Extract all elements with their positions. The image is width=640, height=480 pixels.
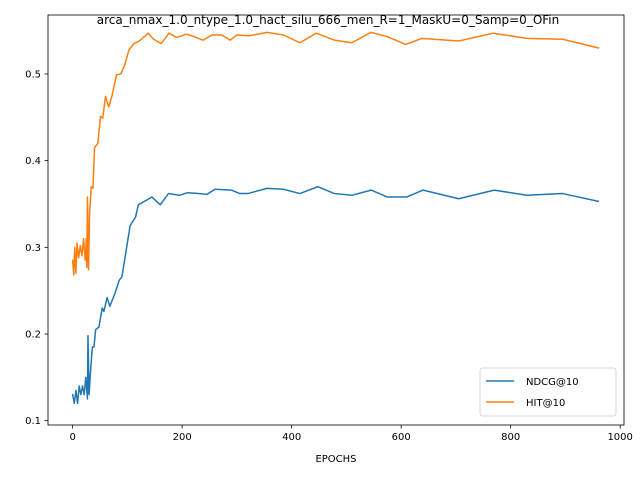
x-axis: 0 200 400 600 800 1000 (69, 425, 633, 443)
series-line-ndcg-10 (71, 185, 600, 405)
series-layer (71, 31, 600, 405)
chart-title: arca_nmax_1.0_ntype_1.0_hact_silu_666_me… (97, 13, 559, 27)
x-axis-label: EPOCHS (315, 454, 356, 465)
x-tick-label: 0 (69, 432, 75, 443)
x-tick-label: 400 (282, 432, 301, 443)
x-tick-label: 200 (173, 432, 192, 443)
x-tick-label: 1000 (607, 432, 632, 443)
y-tick-label: 0.4 (25, 156, 41, 167)
legend: NDCG@10 HIT@10 (479, 367, 617, 417)
x-tick-label: 600 (392, 432, 411, 443)
legend-box (479, 367, 617, 417)
y-tick-label: 0.5 (25, 69, 41, 80)
series-line-hit-10 (71, 31, 600, 276)
y-axis: 0.1 0.2 0.3 0.4 0.5 (25, 69, 48, 427)
y-tick-label: 0.1 (25, 416, 41, 427)
y-tick-label: 0.3 (25, 243, 41, 254)
y-tick-label: 0.2 (25, 329, 41, 340)
legend-label: NDCG@10 (526, 377, 579, 388)
x-tick-label: 800 (501, 432, 520, 443)
legend-label: HIT@10 (526, 398, 565, 409)
plot-frame (47, 14, 625, 426)
